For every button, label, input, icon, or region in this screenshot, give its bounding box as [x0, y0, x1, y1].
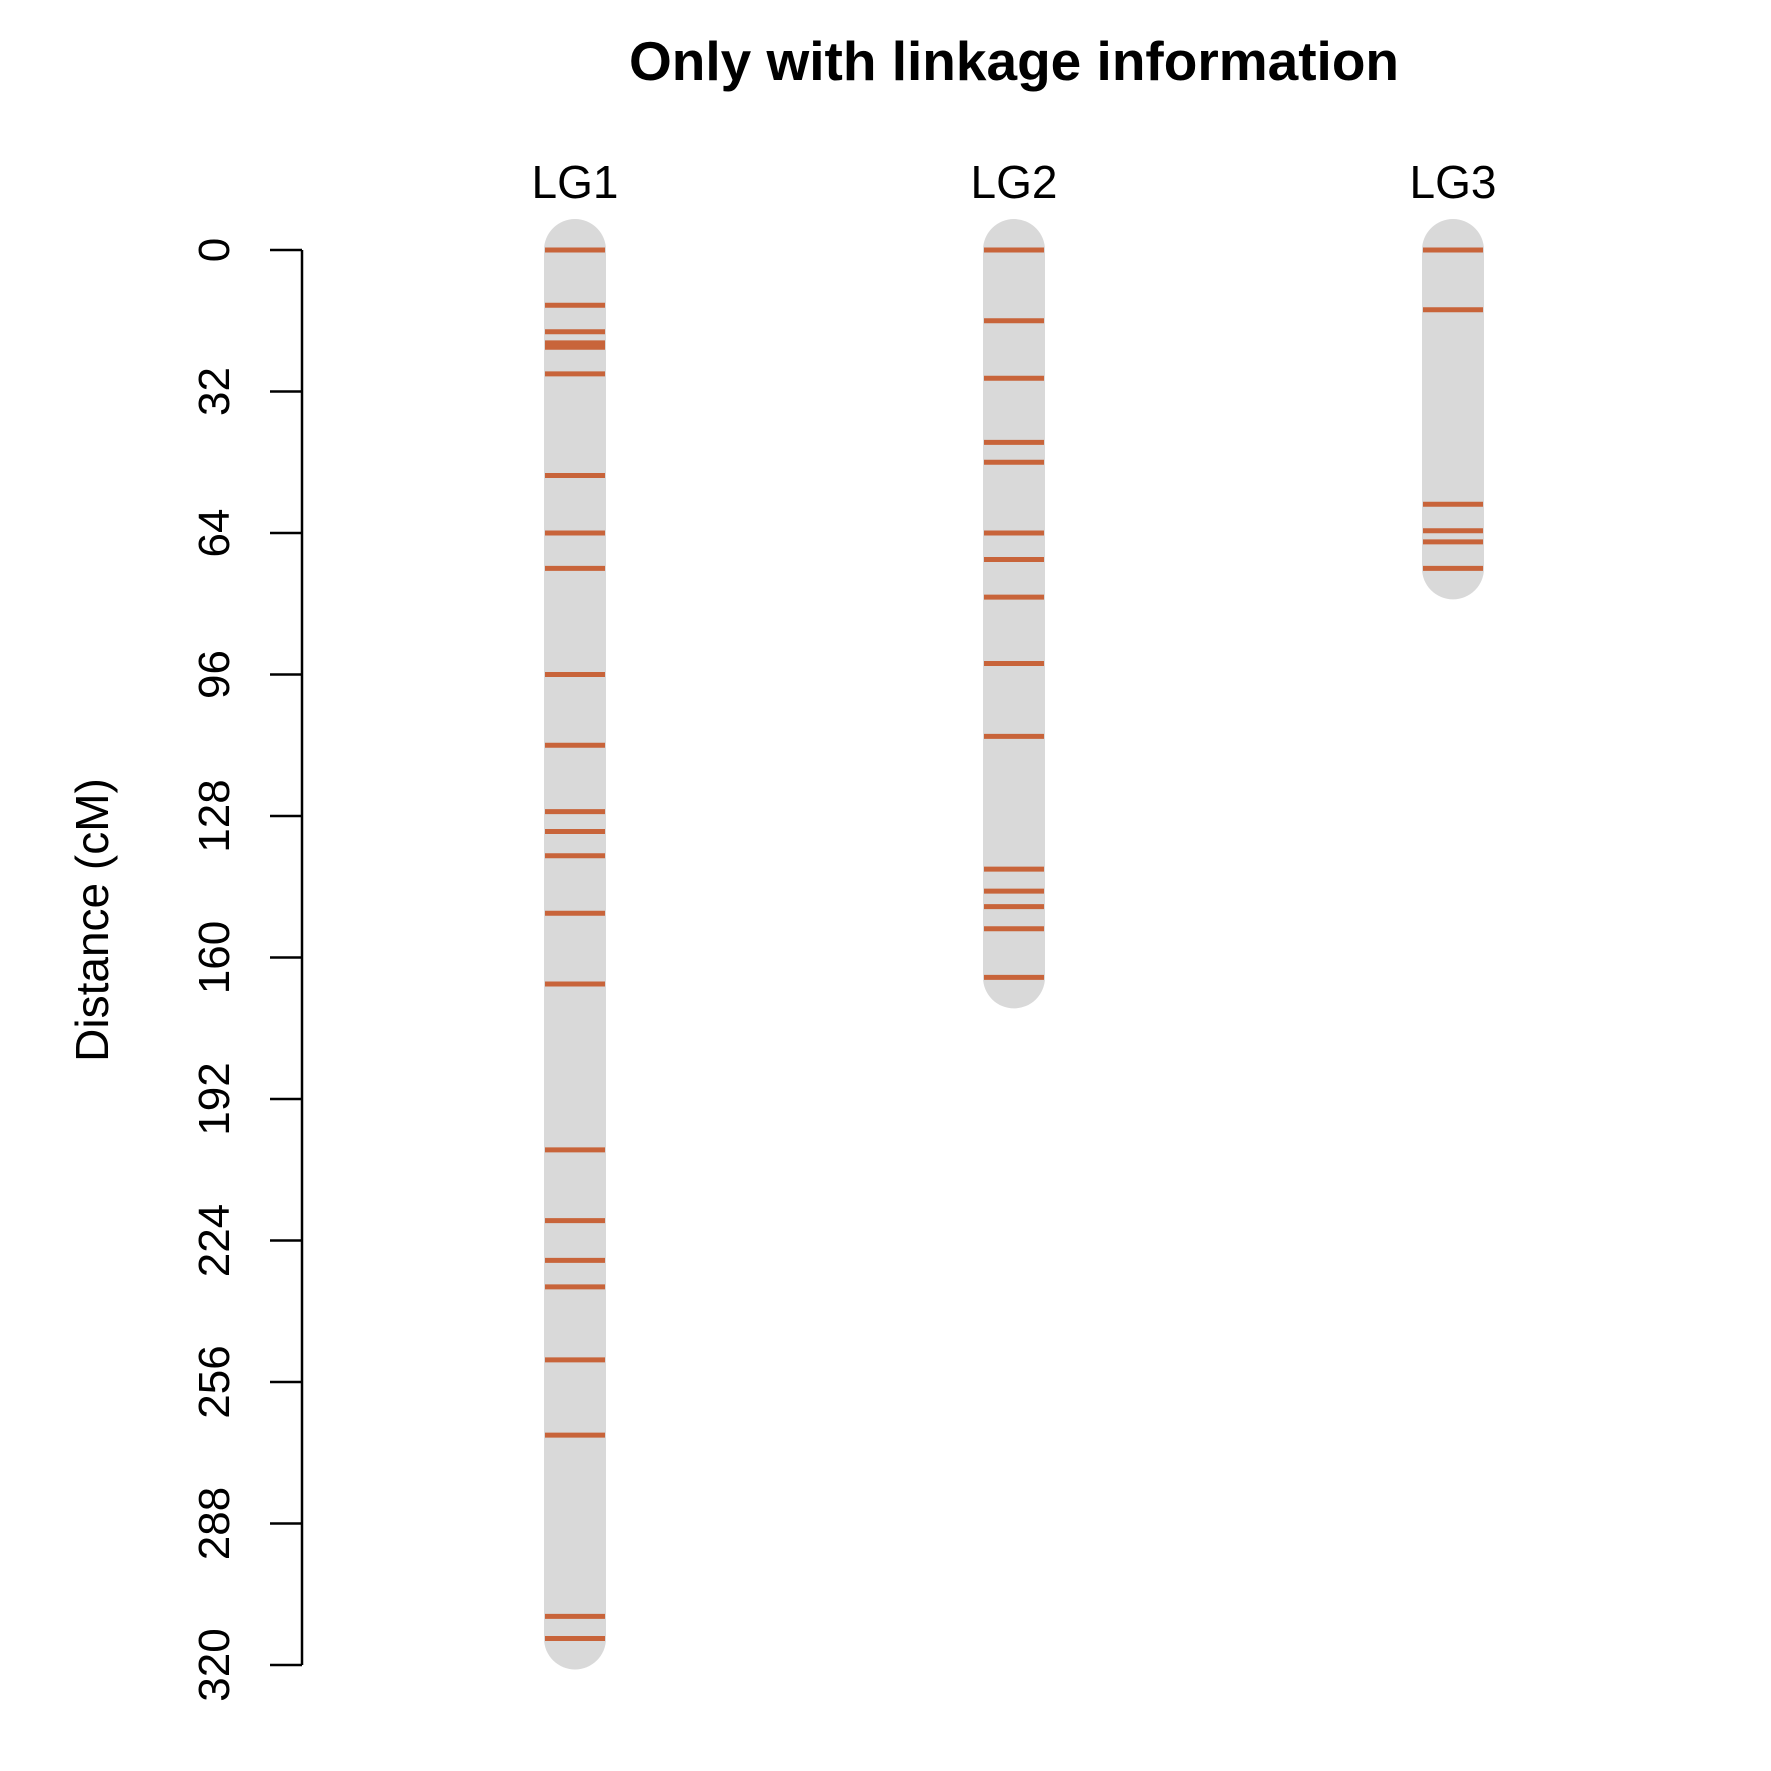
linkage-group-lg1: LG1 — [532, 156, 619, 1670]
linkage-groups: LG1 LG2 LG3 — [532, 156, 1497, 1670]
linkage-group-label: LG3 — [1410, 156, 1497, 208]
y-tick-label: 64 — [190, 509, 239, 558]
linkage-group-label: LG2 — [971, 156, 1058, 208]
y-axis: 0 32 64 96 128 160 192 224 256 288 320 — [190, 238, 304, 1702]
linkage-group-label: LG1 — [532, 156, 619, 208]
y-tick-label: 288 — [190, 1487, 239, 1560]
y-tick-label: 0 — [190, 238, 239, 262]
y-tick-label: 224 — [190, 1204, 239, 1277]
y-tick-label: 192 — [190, 1062, 239, 1135]
y-axis-label: Distance (cM) — [66, 778, 118, 1062]
y-tick-label: 96 — [190, 650, 239, 699]
y-tick-label: 256 — [190, 1345, 239, 1418]
linkage-group-lg3: LG3 — [1410, 156, 1497, 600]
y-tick-label: 160 — [190, 921, 239, 994]
linkage-group-lg2: LG2 — [971, 156, 1058, 1009]
y-tick-label: 32 — [190, 367, 239, 416]
y-tick-label: 320 — [190, 1628, 239, 1701]
y-tick-label: 128 — [190, 779, 239, 852]
chart-title: Only with linkage information — [629, 30, 1399, 92]
